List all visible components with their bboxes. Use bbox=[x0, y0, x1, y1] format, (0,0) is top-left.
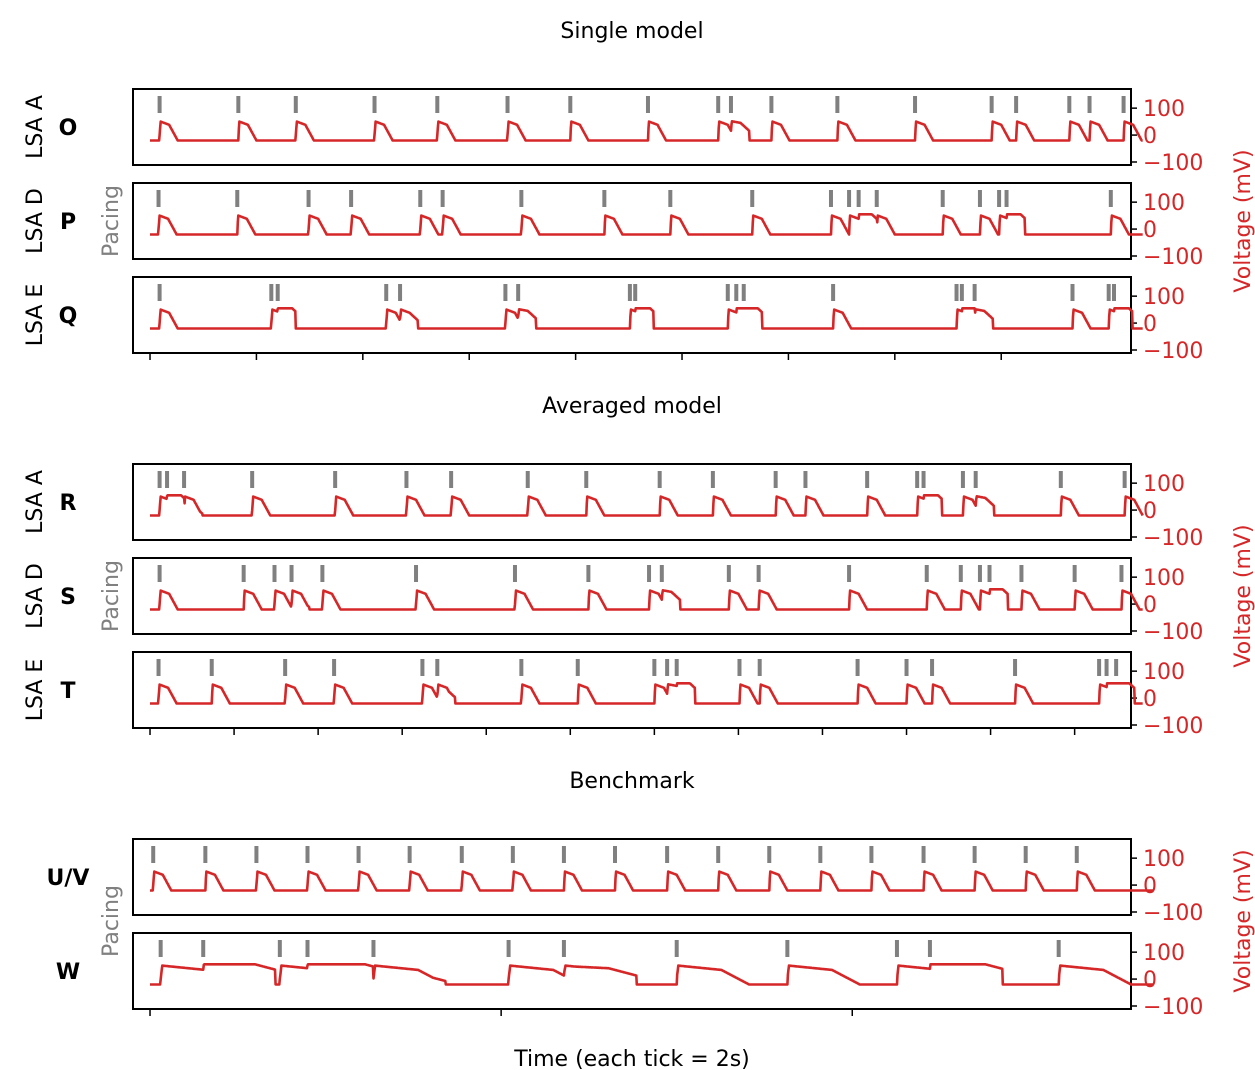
voltage-trace bbox=[149, 963, 1155, 986]
y-tick-label: 100 bbox=[1143, 566, 1185, 591]
voltage-trace bbox=[149, 494, 1144, 517]
panel-letter: S bbox=[60, 585, 76, 610]
voltage-label-single: Voltage (mV) bbox=[1231, 149, 1255, 292]
panel-frame bbox=[132, 651, 1132, 729]
pacing-label-averaged: Pacing bbox=[99, 560, 124, 632]
y-tick-label: 100 bbox=[1143, 660, 1185, 685]
y-tick-label: 0 bbox=[1143, 312, 1157, 337]
y-tick-label: 100 bbox=[1143, 941, 1185, 966]
voltage-trace bbox=[149, 120, 1144, 142]
panel-letter: Q bbox=[59, 304, 78, 329]
y-tick-label: −100 bbox=[1143, 151, 1203, 176]
y-tick-label: −100 bbox=[1143, 901, 1203, 926]
y-tick-label: −100 bbox=[1143, 714, 1203, 739]
group-title-benchmark: Benchmark bbox=[569, 769, 695, 794]
y-tick-label: 0 bbox=[1143, 593, 1157, 618]
voltage-label-averaged: Voltage (mV) bbox=[1231, 524, 1255, 667]
y-tick-label: −100 bbox=[1143, 245, 1203, 270]
y-tick-label: 100 bbox=[1143, 97, 1185, 122]
row-label-single-2: LSA E bbox=[23, 284, 48, 347]
panel-frame bbox=[132, 838, 1132, 916]
row-label-single-0: LSA A bbox=[23, 95, 48, 159]
panels: O1000−100P1000−100Q1000−100R1000−100S100… bbox=[47, 88, 1203, 1020]
row-label-averaged-0: LSA A bbox=[23, 470, 48, 534]
voltage-trace bbox=[149, 588, 1144, 611]
row-label-single-1: LSA D bbox=[23, 188, 48, 254]
panel-letter: W bbox=[56, 960, 80, 985]
voltage-trace bbox=[149, 870, 1155, 892]
x-axis-label: Time (each tick = 2s) bbox=[513, 1047, 750, 1070]
panel-letter: O bbox=[59, 116, 78, 141]
y-tick-label: 100 bbox=[1143, 191, 1185, 216]
voltage-trace bbox=[149, 307, 1144, 330]
pacing-label-benchmark: Pacing bbox=[99, 885, 124, 957]
y-tick-label: 0 bbox=[1143, 218, 1157, 243]
y-tick-label: 0 bbox=[1143, 124, 1157, 149]
panel-letter: U/V bbox=[47, 866, 90, 891]
group-title-averaged: Averaged model bbox=[542, 394, 722, 419]
panel-letter: T bbox=[60, 679, 75, 704]
voltage-trace bbox=[149, 682, 1144, 705]
y-tick-label: −100 bbox=[1143, 620, 1203, 645]
y-tick-label: −100 bbox=[1143, 995, 1203, 1020]
row-label-averaged-2: LSA E bbox=[23, 659, 48, 722]
y-tick-label: −100 bbox=[1143, 526, 1203, 551]
panel-frame bbox=[132, 276, 1132, 354]
panel-letter: P bbox=[60, 210, 76, 235]
group-title-single: Single model bbox=[560, 19, 703, 44]
y-tick-label: 0 bbox=[1143, 874, 1157, 899]
voltage-label-benchmark: Voltage (mV) bbox=[1231, 849, 1255, 992]
row-label-averaged-1: LSA D bbox=[23, 563, 48, 629]
panel-frame bbox=[132, 88, 1132, 166]
y-tick-label: 0 bbox=[1143, 499, 1157, 524]
pacing-label-single: Pacing bbox=[99, 185, 124, 257]
y-tick-label: 100 bbox=[1143, 285, 1185, 310]
y-tick-label: 0 bbox=[1143, 687, 1157, 712]
panel-letter: R bbox=[60, 491, 77, 516]
y-tick-label: −100 bbox=[1143, 339, 1203, 364]
panel-frame bbox=[132, 463, 1132, 541]
voltage-trace bbox=[149, 213, 1144, 236]
y-tick-label: 100 bbox=[1143, 847, 1185, 872]
y-tick-label: 0 bbox=[1143, 968, 1157, 993]
panel-frame bbox=[132, 182, 1132, 260]
panel-frame bbox=[132, 932, 1132, 1010]
y-tick-label: 100 bbox=[1143, 472, 1185, 497]
